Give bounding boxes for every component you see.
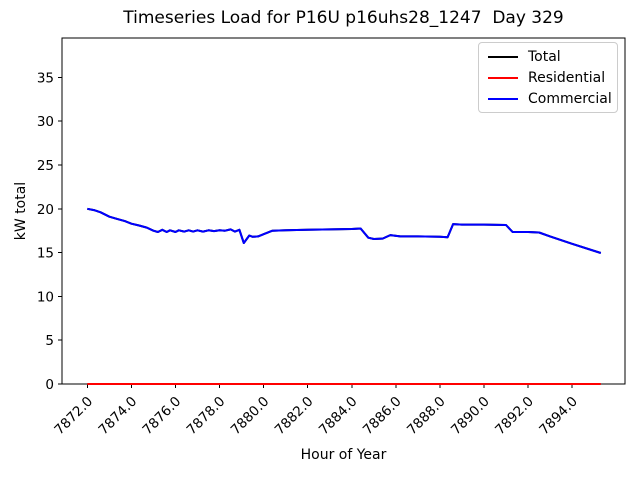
x-tick-label: 7872.0: [51, 394, 96, 439]
legend-label-total: Total: [528, 48, 561, 65]
y-tick-label: 35: [37, 70, 54, 86]
x-tick-label: 7884.0: [316, 394, 361, 439]
legend-label-residential: Residential: [528, 69, 606, 86]
x-tick-label: 7876.0: [140, 394, 185, 439]
total-line-swatch: [488, 55, 518, 58]
x-tick-label: 7880.0: [228, 394, 273, 439]
series-line-commercial: [87, 207, 602, 254]
x-tick-label: 7894.0: [536, 394, 581, 439]
x-tick-label: 7892.0: [492, 394, 537, 439]
x-tick-label: 7886.0: [360, 394, 405, 439]
y-tick-label: 30: [37, 114, 54, 130]
x-axis-label: Hour of Year: [300, 447, 387, 463]
legend-label-commercial: Commercial: [528, 90, 612, 107]
y-tick-label: 15: [37, 246, 54, 262]
x-tick-label: 7878.0: [184, 394, 229, 439]
legend-item-total: Total: [479, 46, 617, 67]
legend-item-commercial: Commercial: [479, 88, 617, 109]
commercial-line-swatch: [488, 97, 518, 100]
legend: Total Residential Commercial: [478, 42, 618, 113]
residential-line-swatch: [488, 76, 518, 79]
y-tick-label: 0: [45, 377, 54, 393]
y-tick-label: 25: [37, 158, 54, 174]
y-axis-label: kW total: [13, 181, 29, 241]
x-tick-label: 7882.0: [272, 394, 317, 439]
y-tick-label: 20: [37, 202, 54, 218]
chart-title: Timeseries Load for P16U p16uhs28_1247 D…: [123, 8, 564, 28]
x-tick-label: 7890.0: [448, 394, 493, 439]
y-tick-label: 5: [45, 333, 54, 349]
x-tick-label: 7888.0: [404, 394, 449, 439]
legend-item-residential: Residential: [479, 67, 617, 88]
y-tick-label: 10: [37, 289, 54, 305]
x-tick-label: 7874.0: [96, 394, 141, 439]
